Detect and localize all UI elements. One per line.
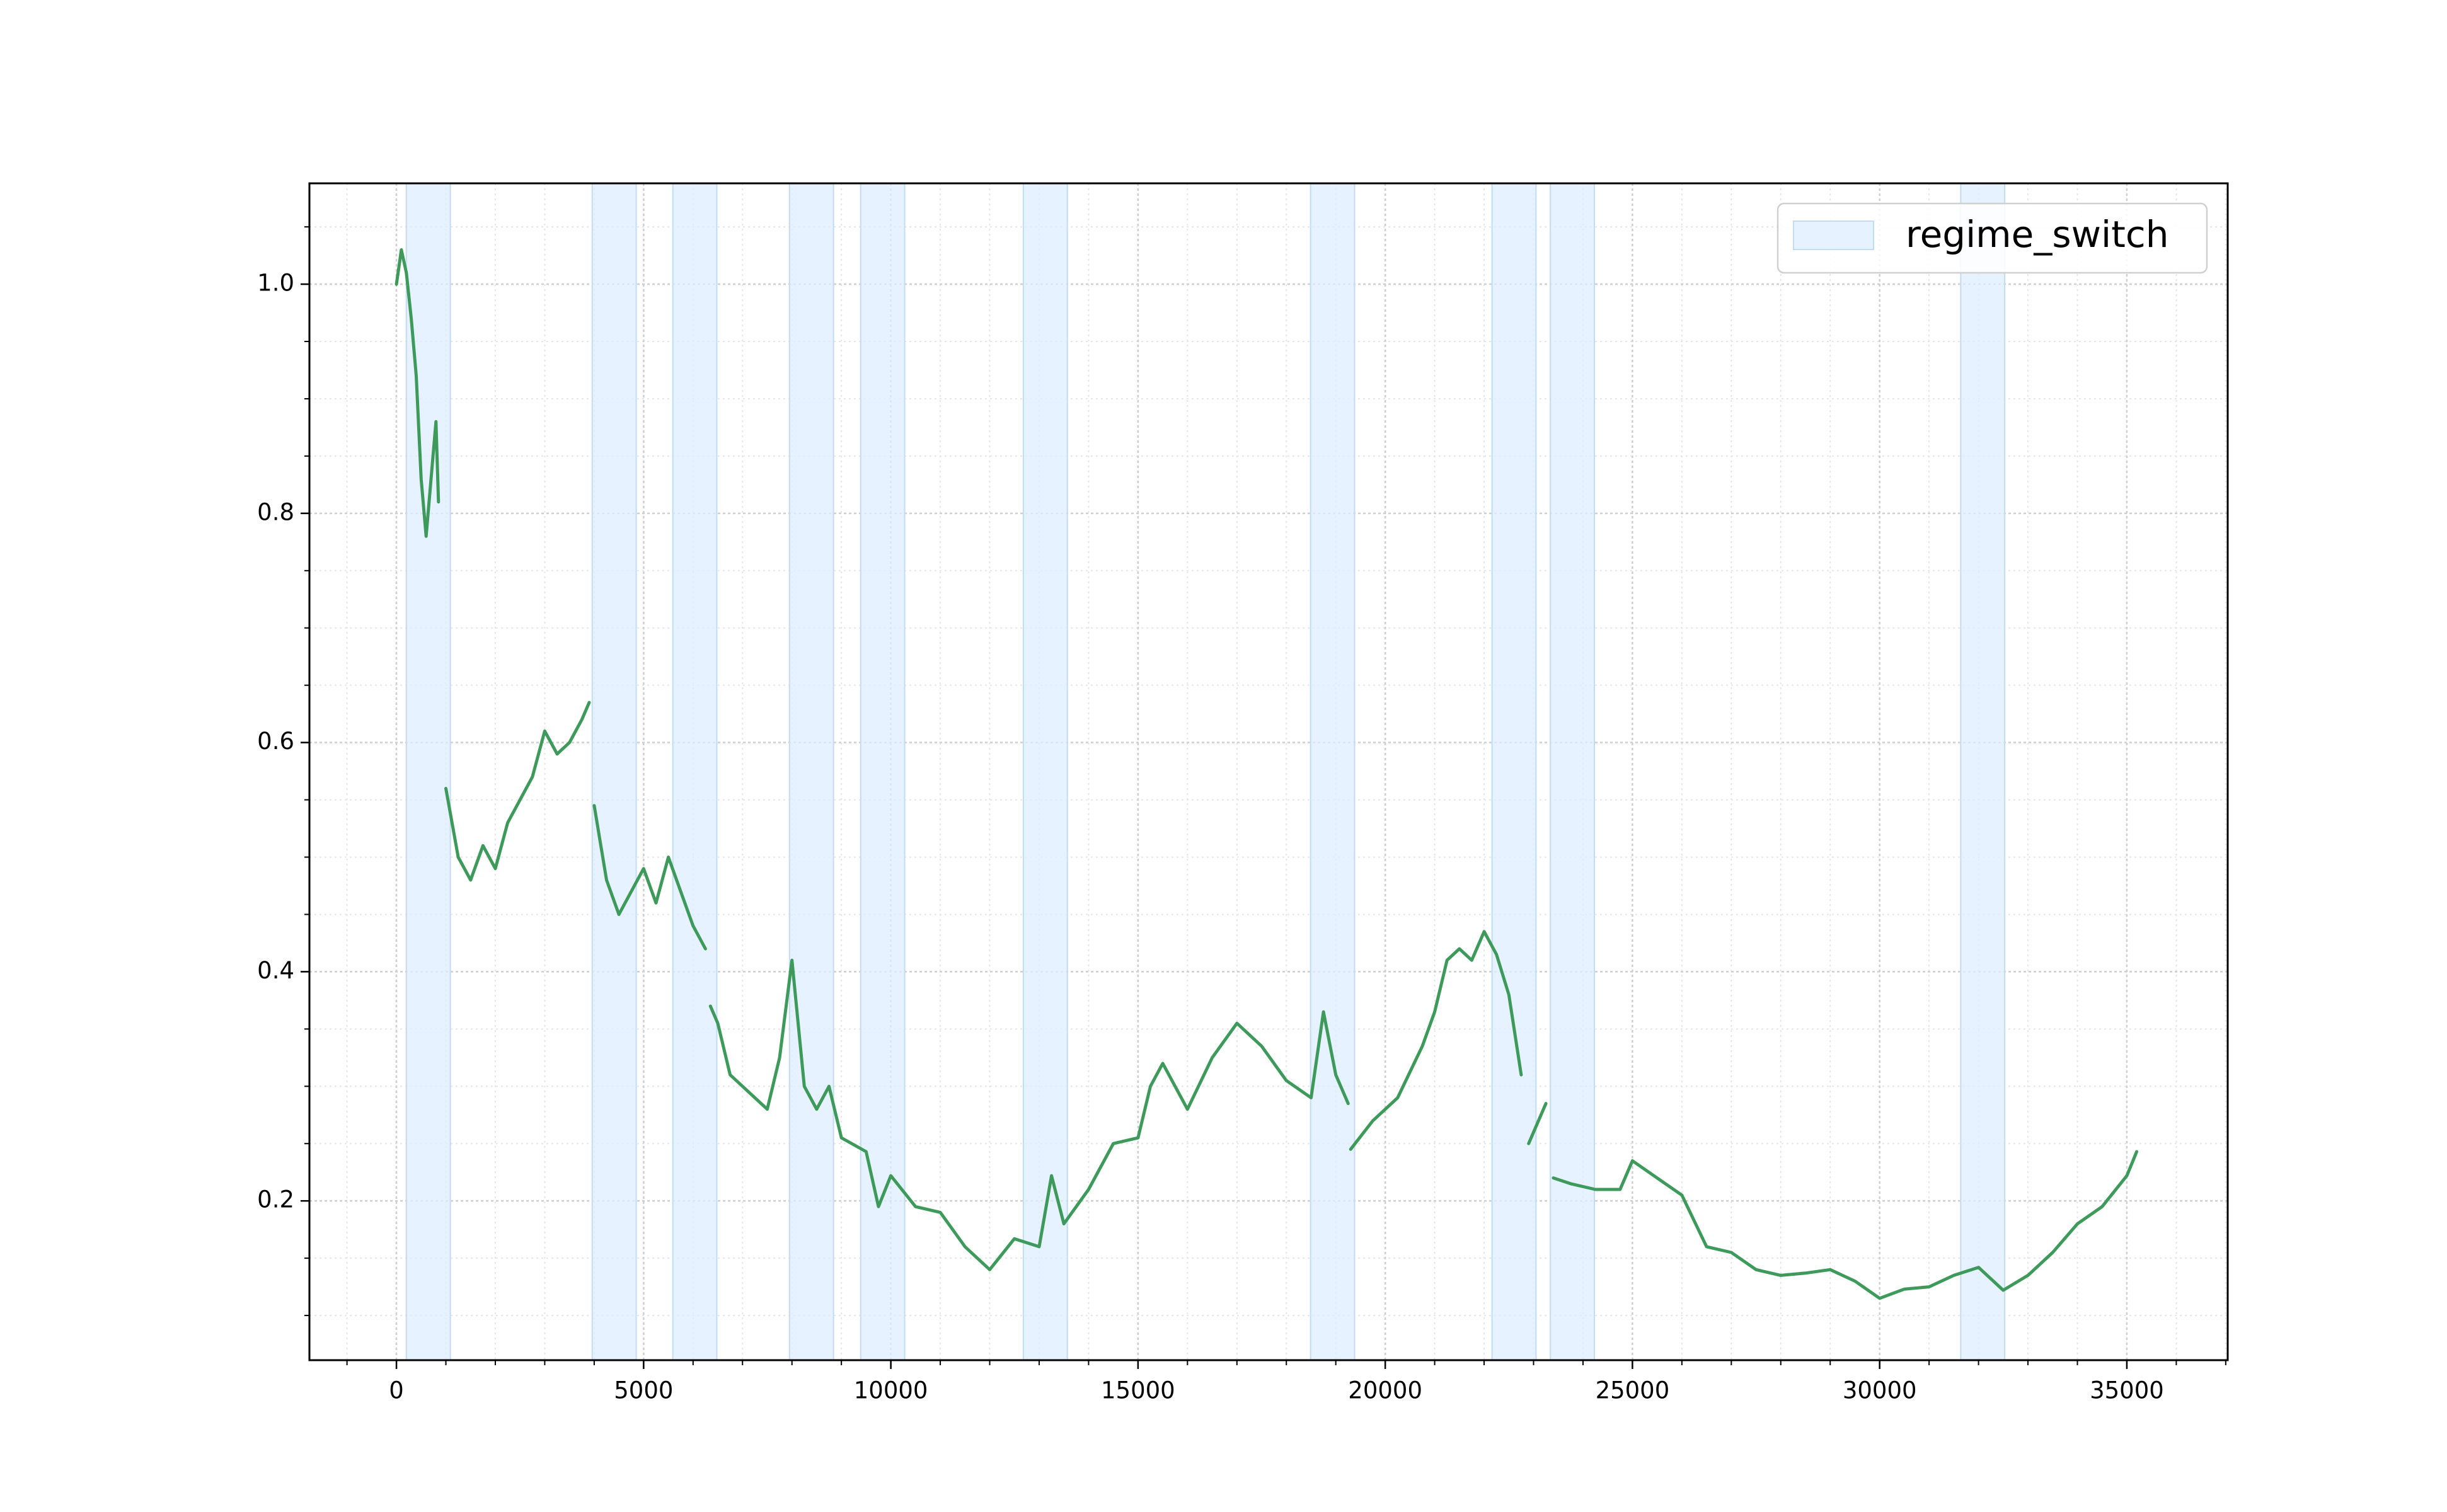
x-tick-label: 0: [389, 1377, 404, 1404]
regime-region: [1022, 183, 1068, 1361]
x-tick-label: 35000: [2090, 1377, 2164, 1404]
y-tick-label: 0.8: [257, 498, 294, 525]
legend-box: [1776, 202, 2208, 274]
regime-region: [1960, 183, 2006, 1361]
regime-region: [672, 183, 718, 1361]
regime-region: [788, 183, 834, 1361]
series-line: [394, 248, 2139, 1300]
y-tick-label: 1.0: [257, 270, 294, 297]
axes-frame: [308, 182, 2229, 1361]
x-tick-label: 20000: [1348, 1377, 1422, 1404]
x-tick-label: 5000: [614, 1377, 673, 1404]
y-tick-label: 0.6: [257, 728, 294, 755]
y-tick-label: 0.4: [257, 957, 294, 984]
regime-region: [1310, 183, 1356, 1361]
y-tick-label: 0.2: [257, 1186, 294, 1213]
legend-swatch: [1793, 220, 1874, 250]
legend-label: regime_switch: [1906, 213, 2169, 256]
regime-region: [1491, 183, 1537, 1361]
x-tick-label: 10000: [854, 1377, 928, 1404]
x-tick-label: 15000: [1101, 1377, 1175, 1404]
regime-region: [591, 183, 637, 1361]
regime-region: [405, 183, 451, 1361]
x-tick-label: 25000: [1596, 1377, 1670, 1404]
regime-region: [1550, 183, 1596, 1361]
x-tick-label: 30000: [1843, 1377, 1917, 1404]
